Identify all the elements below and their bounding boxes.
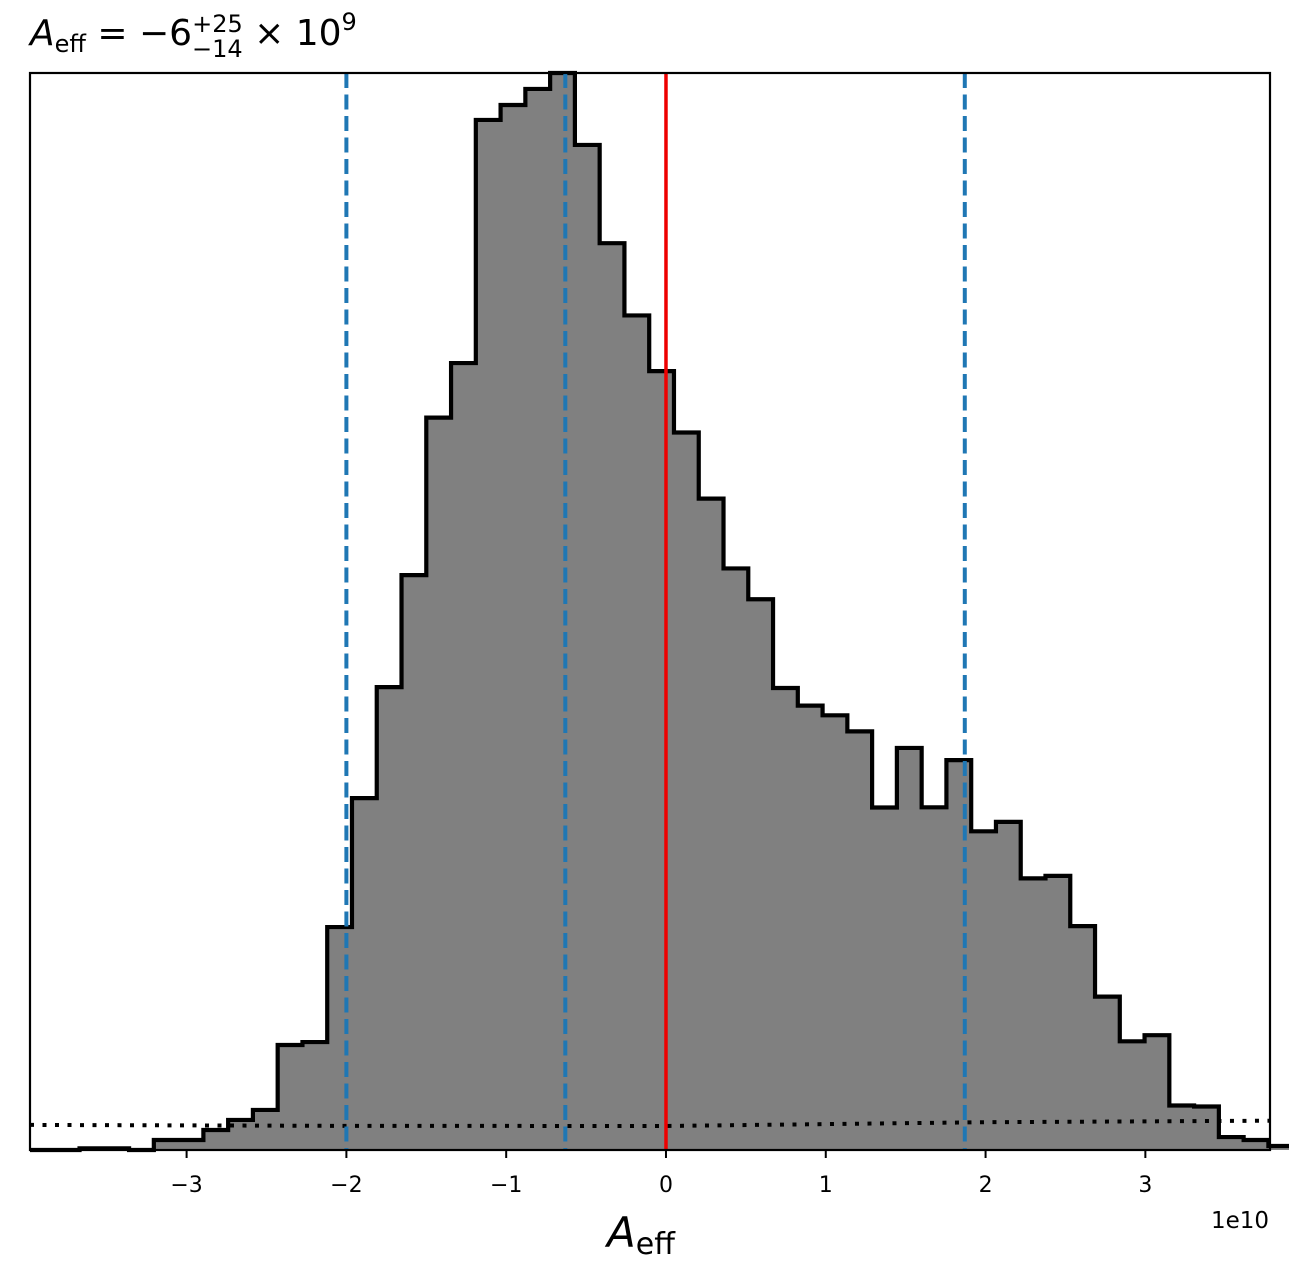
histogram-bar — [649, 371, 675, 1150]
histogram-bar — [1095, 996, 1121, 1150]
histogram-bar — [1243, 1139, 1269, 1150]
x-tick-label: 2 — [979, 1173, 993, 1198]
histogram-bar — [797, 705, 824, 1150]
histogram-bar — [426, 417, 452, 1150]
x-tick-label: 3 — [1138, 1173, 1152, 1198]
x-axis-ticks: −3 −2 −1 0 1 2 3 — [170, 1150, 1152, 1198]
title-upper-error: +25 — [192, 10, 243, 38]
histogram-bar — [723, 568, 749, 1150]
title-equals: = −6 — [86, 13, 192, 54]
prior-curve — [29, 1118, 1271, 1128]
histogram-bar — [277, 1044, 304, 1150]
histogram-bar — [525, 88, 551, 1151]
histogram-bar — [822, 715, 848, 1150]
histogram-bars — [79, 73, 1289, 1151]
histogram-bar — [1194, 1106, 1220, 1150]
title-symbol: A — [28, 13, 55, 54]
reference-lines — [344, 73, 967, 1150]
histogram-bar — [1144, 1035, 1170, 1150]
histogram-bar — [599, 243, 626, 1151]
histogram-outline — [30, 70, 1289, 1153]
title-multiplier: × 10 — [243, 13, 342, 54]
histogram-bar — [327, 927, 353, 1150]
x-tick-label: 0 — [659, 1173, 673, 1198]
histogram-bar — [921, 807, 948, 1150]
histogram-bar — [153, 1139, 180, 1150]
histogram-bar — [995, 821, 1022, 1150]
histogram-bar — [624, 315, 650, 1150]
x-tick-label: −2 — [330, 1173, 362, 1198]
x-axis-label: Aeff — [604, 1208, 676, 1262]
histogram-bar — [376, 687, 403, 1150]
xlabel-symbol: A — [604, 1208, 636, 1257]
histogram-bar — [748, 599, 774, 1150]
histogram-bar — [1119, 1041, 1146, 1150]
title-subscript: eff — [55, 30, 87, 58]
histogram-bar — [351, 798, 378, 1150]
histogram-bar — [550, 73, 576, 1150]
histogram-bar — [847, 731, 873, 1150]
x-tick-label: −3 — [170, 1173, 202, 1198]
histogram-bar — [1070, 926, 1096, 1150]
histogram-bar — [1020, 878, 1047, 1150]
plot-frame — [28, 71, 1272, 1152]
histogram-bar — [500, 104, 526, 1151]
histogram-bar — [1218, 1137, 1245, 1150]
histogram-bar — [773, 687, 799, 1150]
histogram-bar — [178, 1139, 204, 1150]
histogram-bar — [302, 1042, 328, 1150]
histogram-bar — [401, 575, 427, 1150]
histogram-bar — [971, 831, 997, 1150]
histogram-bar — [1169, 1105, 1195, 1150]
histogram-bar — [896, 747, 923, 1150]
x-tick-label: −1 — [490, 1173, 522, 1198]
histogram-bar — [946, 760, 972, 1150]
histogram-bar — [1045, 875, 1071, 1150]
xlabel-subscript: eff — [636, 1227, 676, 1262]
histogram-bar — [574, 144, 601, 1150]
histogram-bar — [252, 1109, 279, 1150]
histogram-bar — [475, 119, 502, 1151]
chart-title: Aeff = −6+25 −14 × 109 — [28, 8, 357, 63]
histogram-bar — [451, 363, 477, 1150]
histogram-bar — [872, 807, 898, 1150]
x-tick-label: 1 — [819, 1173, 833, 1198]
histogram-bar — [203, 1129, 229, 1150]
histogram-bar — [673, 432, 700, 1150]
title-lower-error: −14 — [192, 35, 243, 63]
title-exponent: 9 — [342, 8, 357, 36]
x-axis-offset-label: 1e10 — [1211, 1208, 1269, 1234]
histogram-bar — [698, 498, 725, 1150]
